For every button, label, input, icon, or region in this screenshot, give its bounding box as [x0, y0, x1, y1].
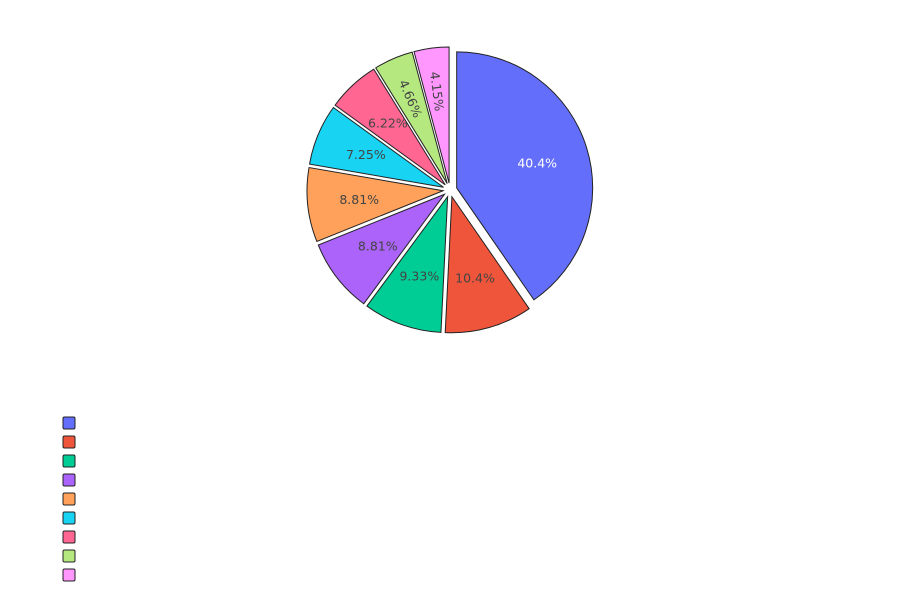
- pie-slices: [306, 46, 594, 334]
- pie-slice-label-7: 6.22%: [368, 116, 408, 131]
- pie-slice-label-9: 4.15%: [427, 71, 447, 112]
- legend-swatch-4[interactable]: [62, 473, 76, 487]
- legend-swatch-3[interactable]: [62, 454, 76, 468]
- pie-slice-8[interactable]: [375, 51, 448, 184]
- pie-slice-1[interactable]: [456, 51, 594, 301]
- pie-slice-2[interactable]: [444, 195, 530, 334]
- pie-slice-labels: 40.4%10.4%9.33%8.81%8.81%7.25%6.22%4.66%…: [339, 71, 557, 286]
- legend-swatch-2[interactable]: [62, 435, 76, 449]
- pie-slice-3[interactable]: [366, 194, 449, 333]
- legend-swatch-7[interactable]: [62, 530, 76, 544]
- pie-slice-label-3: 9.33%: [399, 269, 439, 284]
- legend-swatch-9[interactable]: [62, 568, 76, 582]
- legend-swatch-5[interactable]: [62, 492, 76, 506]
- pie-slice-label-4: 8.81%: [358, 238, 398, 253]
- legend-swatch-1[interactable]: [62, 416, 76, 430]
- pie-slice-6[interactable]: [308, 106, 444, 188]
- pie-slice-5[interactable]: [306, 166, 445, 243]
- legend: [62, 416, 76, 582]
- pie-slice-4[interactable]: [317, 193, 446, 305]
- pie-slice-9[interactable]: [413, 46, 450, 184]
- pie-slice-label-1: 40.4%: [517, 155, 557, 170]
- pie-slice-label-6: 7.25%: [346, 147, 386, 162]
- legend-swatch-6[interactable]: [62, 511, 76, 525]
- pie-slice-label-2: 10.4%: [455, 270, 495, 285]
- pie-slice-7[interactable]: [334, 68, 446, 186]
- pie-slice-label-5: 8.81%: [339, 192, 379, 207]
- legend-swatch-8[interactable]: [62, 549, 76, 563]
